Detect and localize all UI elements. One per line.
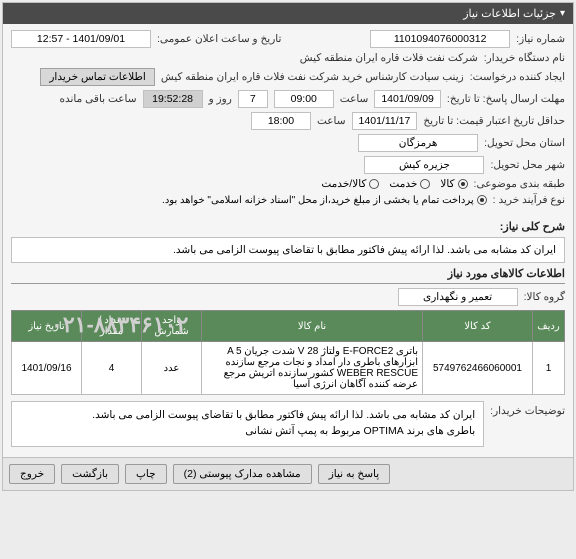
purchase-type-label: نوع فرآیند خرید : [493, 194, 565, 206]
row-buyer-org: نام دستگاه خریدار: شرکت نفت فلات قاره ای… [11, 52, 565, 64]
province-label: استان محل تحویل: [484, 137, 565, 149]
topic-radio-service[interactable]: خدمت [389, 178, 430, 190]
topic-radio-both[interactable]: کالا/خدمت [321, 178, 379, 190]
time-left: 19:52:28 [143, 90, 203, 108]
cell-code: 5749762466060001 [423, 342, 533, 395]
table-header-row: ردیف کد کالا نام کالا واحد شمارش تعداد /… [12, 311, 565, 342]
requester-value: زینب سیادت کارشناس خرید شرکت نفت فلات قا… [161, 71, 464, 83]
overall-desc-box: ایران کد مشابه می باشد. لذا ارائه پیش فا… [11, 237, 565, 263]
province-value: هرمزگان [358, 134, 478, 152]
radio-icon [420, 179, 430, 189]
validity-date: 1401/11/17 [352, 112, 418, 130]
th-qty: تعداد / مقدار [82, 311, 142, 342]
days-count: 7 [238, 90, 268, 108]
city-label: شهر محل تحویل: [490, 159, 565, 171]
exit-button[interactable]: خروج [9, 464, 55, 484]
row-purchase-type: نوع فرآیند خرید : پرداخت تمام یا بخشی از… [11, 194, 565, 206]
cell-name: باتری E-FORCE2 ولتاژ V 28 شدت جریان A 5 … [202, 342, 423, 395]
cell-qty: 4 [82, 342, 142, 395]
topic-radio-group: کالا خدمت کالا/خدمت [321, 178, 467, 190]
details-panel: جزئیات اطلاعات نیاز شماره نیاز: 11010940… [2, 2, 574, 491]
row-deadline: مهلت ارسال پاسخ: تا تاریخ: 1401/09/09 سا… [11, 90, 565, 108]
deadline-label: مهلت ارسال پاسخ: تا تاریخ: [447, 93, 565, 105]
contact-info-button[interactable]: اطلاعات تماس خریدار [40, 68, 154, 86]
th-date: تاریخ نیاز [12, 311, 82, 342]
panel-title: جزئیات اطلاعات نیاز [463, 7, 556, 20]
purchase-note: پرداخت تمام یا بخشی از مبلغ خرید،از محل … [162, 195, 474, 206]
days-and-label: روز و [209, 93, 232, 105]
validity-label: حداقل تاریخ اعتبار قیمت: تا تاریخ [423, 115, 565, 127]
footer-bar: پاسخ به نیاز مشاهده مدارک پیوستی (2) چاپ… [3, 457, 573, 490]
row-need-number: شماره نیاز: 1101094076000312 تاریخ و ساع… [11, 30, 565, 48]
reply-button[interactable]: پاسخ به نیاز [318, 464, 390, 484]
table-wrapper: ۰۲۱-۸۸۳۴۶۱۰۲ ردیف کد کالا نام کالا واحد … [11, 310, 565, 395]
cell-idx: 1 [533, 342, 565, 395]
items-table: ردیف کد کالا نام کالا واحد شمارش تعداد /… [11, 310, 565, 395]
cell-unit: عدد [142, 342, 202, 395]
radio-icon [369, 179, 379, 189]
need-number-label: شماره نیاز: [516, 33, 565, 45]
buyer-notes-line1: ایران کد مشابه می باشد. لذا ارائه پیش فا… [20, 408, 475, 424]
time-left-suffix: ساعت باقی مانده [60, 93, 137, 105]
row-buyer-notes: توضیحات خریدار: ایران کد مشابه می باشد. … [11, 401, 565, 447]
row-province: استان محل تحویل: هرمزگان [11, 134, 565, 152]
buyer-org-label: نام دستگاه خریدار: [484, 52, 565, 64]
topic-opt-0: کالا [440, 178, 454, 190]
public-date-value: 1401/09/01 - 12:57 [11, 30, 151, 48]
topic-radio-goods[interactable]: کالا [440, 178, 467, 190]
topic-label: طبقه بندی موضوعی: [474, 178, 565, 190]
panel-body: شماره نیاز: 1101094076000312 تاریخ و ساع… [3, 24, 573, 457]
radio-icon [458, 179, 468, 189]
purchase-radio[interactable]: پرداخت تمام یا بخشی از مبلغ خرید،از محل … [162, 195, 487, 206]
buyer-notes-line2: باطری های برند OPTIMA مربوط به پمپ آتش ن… [20, 424, 475, 440]
goods-group-label: گروه کالا: [524, 291, 565, 303]
goods-group-value: تعمیر و نگهداری [398, 288, 518, 306]
th-idx: ردیف [533, 311, 565, 342]
back-button[interactable]: بازگشت [61, 464, 119, 484]
radio-icon [477, 195, 487, 205]
table-row[interactable]: 1 5749762466060001 باتری E-FORCE2 ولتاژ … [12, 342, 565, 395]
th-unit: واحد شمارش [142, 311, 202, 342]
validity-hour-label: ساعت [317, 115, 346, 127]
deadline-hour-label: ساعت [340, 93, 369, 105]
row-city: شهر محل تحویل: جزیره کیش [11, 156, 565, 174]
th-name: نام کالا [202, 311, 423, 342]
validity-hour: 18:00 [251, 112, 311, 130]
row-topic: طبقه بندی موضوعی: کالا خدمت کالا/خدمت [11, 178, 565, 190]
topic-opt-1: خدمت [389, 178, 417, 190]
items-header: اطلاعات کالاهای مورد نیاز [11, 267, 565, 284]
buyer-notes-label: توضیحات خریدار: [490, 401, 565, 417]
city-value: جزیره کیش [364, 156, 484, 174]
row-requester: ایجاد کننده درخواست: زینب سیادت کارشناس … [11, 68, 565, 86]
row-validity: حداقل تاریخ اعتبار قیمت: تا تاریخ 1401/1… [11, 112, 565, 130]
row-goods-group: گروه کالا: تعمیر و نگهداری [11, 288, 565, 306]
cell-date: 1401/09/16 [12, 342, 82, 395]
th-code: کد کالا [423, 311, 533, 342]
need-number-value: 1101094076000312 [370, 30, 510, 48]
buyer-org-value: شرکت نفت فلات قاره ایران منطقه کیش [300, 52, 478, 64]
print-button[interactable]: چاپ [125, 464, 167, 484]
requester-label: ایجاد کننده درخواست: [470, 71, 565, 83]
panel-header: جزئیات اطلاعات نیاز [3, 3, 573, 24]
topic-opt-2: کالا/خدمت [321, 178, 366, 190]
overall-desc-label: شرح کلی نیاز: [11, 220, 565, 233]
attachments-button[interactable]: مشاهده مدارک پیوستی (2) [173, 464, 312, 484]
deadline-hour: 09:00 [274, 90, 334, 108]
purchase-radio-group: پرداخت تمام یا بخشی از مبلغ خرید،از محل … [162, 195, 487, 206]
buyer-notes-box: ایران کد مشابه می باشد. لذا ارائه پیش فا… [11, 401, 484, 447]
public-date-label: تاریخ و ساعت اعلان عمومی: [157, 33, 281, 45]
deadline-date: 1401/09/09 [374, 90, 441, 108]
